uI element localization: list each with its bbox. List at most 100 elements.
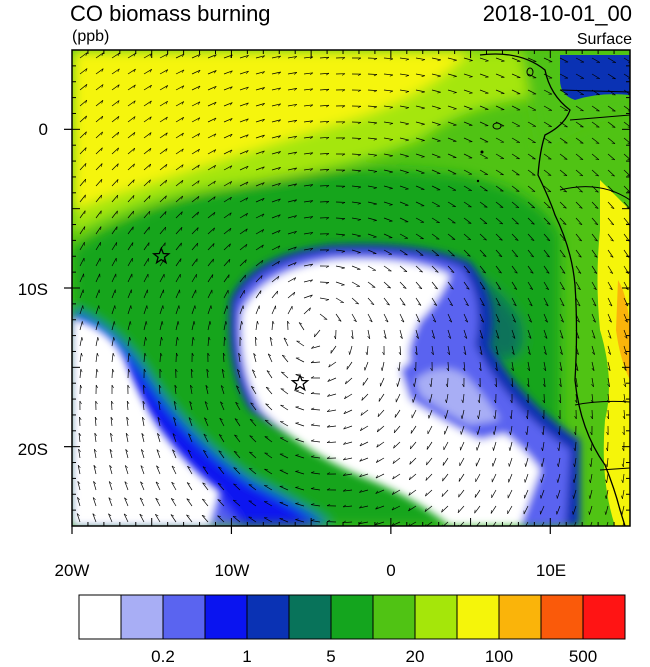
- wind-arrowhead: [357, 57, 362, 60]
- wind-vector: [623, 105, 630, 111]
- wind-vector: [591, 57, 601, 63]
- colorbar-label: 20: [405, 647, 425, 666]
- wind-arrowhead: [155, 497, 159, 501]
- colorbar-box: [498, 594, 542, 640]
- wind-vector: [479, 57, 489, 62]
- wind-arrowhead: [478, 367, 482, 372]
- wind-arrowhead: [437, 124, 441, 126]
- wind-arrowhead: [611, 142, 616, 144]
- wind-arrowhead: [212, 258, 214, 263]
- wind-vector: [111, 305, 116, 315]
- wind-arrowhead: [172, 433, 176, 437]
- wind-vector: [267, 353, 273, 363]
- wind-arrowhead: [545, 287, 549, 290]
- wind-vector: [524, 489, 529, 499]
- wind-arrowhead: [269, 337, 273, 340]
- wind-vector: [399, 73, 409, 76]
- wind-arrowhead: [161, 321, 164, 325]
- wind-arrowhead: [208, 336, 211, 341]
- wind-arrowhead: [357, 89, 362, 92]
- wind-vector: [287, 135, 297, 139]
- wind-vector: [457, 505, 465, 514]
- wind-vector: [239, 212, 248, 219]
- wind-arrowhead: [277, 276, 280, 280]
- wind-vector: [319, 313, 328, 320]
- wind-vector: [287, 103, 297, 107]
- wind-vector: [591, 89, 600, 96]
- wind-vector: [127, 353, 130, 363]
- wind-vector: [335, 249, 345, 252]
- wind-vector: [175, 195, 183, 203]
- wind-vector: [392, 457, 401, 464]
- wind-arrowhead: [610, 239, 614, 242]
- wind-vector: [255, 182, 265, 187]
- wind-vector: [606, 457, 609, 467]
- wind-vector: [527, 329, 532, 339]
- wind-vector: [543, 185, 552, 193]
- wind-vector: [415, 153, 425, 158]
- wind-vector: [249, 419, 257, 427]
- wind-arrowhead: [437, 59, 441, 62]
- wind-arrowhead: [588, 511, 590, 515]
- wind-vector: [511, 297, 517, 307]
- wind-arrowhead: [117, 163, 119, 167]
- wind-arrowhead: [310, 407, 315, 410]
- wind-vector: [575, 57, 585, 63]
- wind-vector: [207, 165, 216, 171]
- wind-arrowhead: [197, 180, 200, 184]
- wind-arrowhead: [178, 305, 180, 309]
- wind-vector: [441, 489, 449, 497]
- wind-vector: [79, 289, 84, 299]
- wind-vector: [479, 217, 488, 224]
- wind-arrowhead: [309, 104, 314, 108]
- wind-arrowhead: [268, 353, 272, 357]
- wind-vector: [255, 275, 263, 283]
- wind-arrowhead: [576, 335, 580, 339]
- wind-arrowhead: [467, 238, 471, 241]
- wind-vector: [474, 505, 481, 514]
- wind-vector: [271, 119, 281, 123]
- wind-vector: [431, 105, 441, 109]
- wind-vector: [367, 89, 378, 91]
- wind-vector: [575, 377, 578, 387]
- wind-arrowhead: [627, 158, 630, 161]
- wind-vector: [124, 465, 129, 475]
- wind-vector: [495, 265, 502, 274]
- wind-vector: [591, 105, 600, 112]
- wind-vector: [319, 72, 329, 75]
- wind-vector: [591, 121, 600, 128]
- wind-vector: [575, 217, 583, 225]
- wind-arrowhead: [461, 399, 464, 404]
- wind-vector: [255, 213, 265, 219]
- wind-arrowhead: [589, 463, 592, 468]
- wind-vector: [143, 195, 151, 203]
- wind-vector: [204, 417, 209, 427]
- wind-vector: [375, 489, 385, 494]
- wind-vector: [127, 132, 136, 139]
- wind-arrowhead: [624, 335, 628, 339]
- wind-arrowhead: [261, 103, 265, 107]
- wind-vector: [223, 274, 230, 283]
- wind-arrowhead: [213, 117, 217, 121]
- wind-vector: [223, 86, 233, 91]
- wind-vector: [79, 257, 85, 267]
- wind-vector: [203, 433, 209, 443]
- wind-vector: [95, 305, 100, 315]
- wind-vector: [298, 322, 305, 331]
- wind-vector: [590, 521, 593, 526]
- wind-arrowhead: [295, 422, 299, 424]
- wind-arrowhead: [201, 515, 206, 517]
- wind-arrowhead: [579, 158, 584, 160]
- wind-vector: [343, 473, 353, 476]
- wind-arrowhead: [434, 287, 438, 290]
- wind-vector: [143, 148, 152, 155]
- wind-arrowhead: [514, 255, 518, 258]
- wind-arrowhead: [605, 447, 608, 452]
- wind-vector: [223, 321, 227, 331]
- wind-arrowhead: [114, 305, 116, 309]
- wind-vector: [415, 121, 425, 125]
- wind-arrowhead: [511, 368, 514, 372]
- wind-arrowhead: [181, 195, 183, 200]
- colorbar-label: 500: [568, 647, 598, 666]
- wind-arrowhead: [355, 302, 359, 305]
